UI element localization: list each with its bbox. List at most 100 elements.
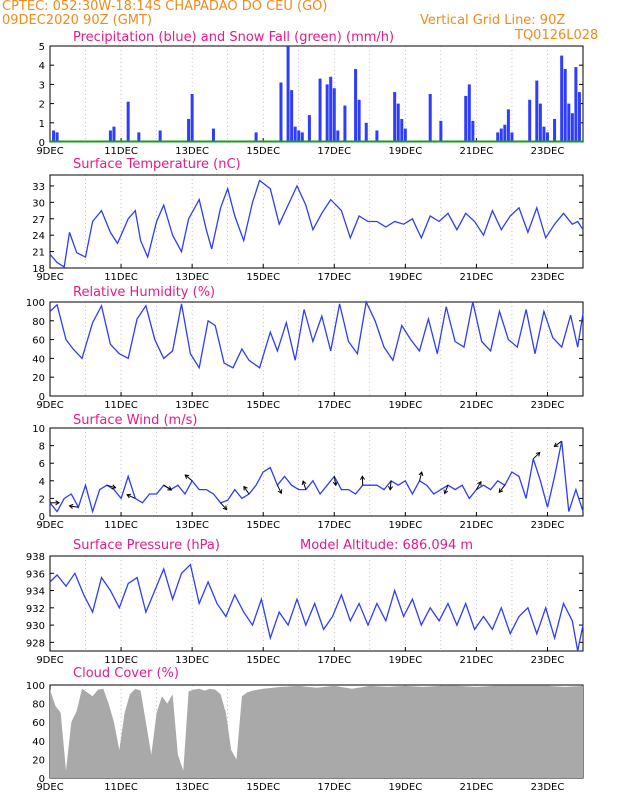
precip-bar (108, 130, 112, 142)
precip-bar (400, 118, 404, 142)
x-tick-label: 15DEC (246, 146, 280, 157)
wind-arrow-head (477, 480, 482, 486)
x-tick-label: 9DEC (36, 146, 63, 157)
x-tick-label: 15DEC (246, 272, 280, 283)
precip-bar (528, 99, 532, 142)
y-tick-label: 0 (39, 392, 45, 403)
x-tick-label: 11DEC (104, 782, 138, 793)
x-tick-label: 17DEC (317, 400, 351, 411)
x-tick-label: 23DEC (531, 520, 565, 531)
x-tick-label: 21DEC (460, 782, 494, 793)
y-tick-label: 100 (26, 681, 45, 692)
x-tick-label: 19DEC (388, 782, 422, 793)
x-tick-label: 23DEC (531, 146, 565, 157)
precip-bar (254, 132, 258, 142)
y-tick-label: 40 (32, 354, 45, 365)
precip-bar (570, 113, 574, 142)
x-tick-label: 13DEC (175, 272, 209, 283)
y-tick-label: 5 (39, 42, 45, 53)
precip-bar (560, 55, 564, 142)
panel-annotation: Model Altitude: 686.094 m (300, 538, 473, 553)
x-tick-label: 13DEC (175, 782, 209, 793)
x-tick-label: 15DEC (246, 782, 280, 793)
x-tick-label: 9DEC (36, 272, 63, 283)
precip-bar (343, 105, 347, 142)
wind-arrow (554, 440, 562, 447)
series-line (49, 179, 584, 268)
x-tick-label: 11DEC (104, 400, 138, 411)
x-tick-label: 15DEC (246, 520, 280, 531)
y-tick-label: 60 (32, 718, 45, 729)
precip-bar (545, 132, 549, 142)
wind-arrow (498, 484, 506, 493)
x-tick-label: 23DEC (531, 400, 565, 411)
y-tick-label: 40 (32, 737, 45, 748)
y-tick-label: 936 (26, 569, 45, 580)
precip-bar (318, 78, 322, 142)
precip-bar (357, 99, 361, 142)
y-tick-label: 928 (26, 638, 45, 649)
y-tick-label: 100 (26, 298, 45, 309)
y-tick-label: 1 (39, 119, 45, 130)
x-tick-label: 21DEC (460, 655, 494, 666)
x-tick-label: 21DEC (460, 400, 494, 411)
panel-title: Cloud Cover (%) (73, 666, 179, 681)
wind-arrow (389, 480, 392, 490)
y-tick-label: 4 (39, 61, 45, 72)
wind-arrow (276, 484, 282, 494)
precip-bar (464, 95, 468, 142)
y-tick-label: 80 (32, 317, 45, 328)
y-tick-label: 33 (32, 182, 45, 193)
cloud-area (50, 685, 583, 778)
wind-arrow (444, 485, 449, 494)
precip-bar (393, 92, 397, 142)
wind-arrow (126, 494, 136, 499)
x-tick-label: 13DEC (175, 520, 209, 531)
precip-bar (499, 128, 503, 142)
y-tick-label: 8 (39, 442, 45, 453)
precip-bar (300, 132, 304, 142)
series-line (49, 441, 584, 514)
precip-bar (354, 69, 358, 142)
wind-arrow-head (553, 442, 559, 448)
series-line (49, 563, 584, 652)
y-tick-label: 932 (26, 604, 45, 615)
x-tick-label: 17DEC (317, 272, 351, 283)
x-tick-label: 19DEC (388, 272, 422, 283)
precip-bar (279, 82, 283, 142)
precip-bar (290, 90, 294, 142)
panel-title: Relative Humidity (%) (73, 285, 215, 300)
x-tick-label: 13DEC (175, 400, 209, 411)
precip-bar (535, 80, 539, 142)
x-tick-label: 9DEC (36, 400, 63, 411)
y-tick-label: 3 (39, 80, 45, 91)
precip-bar (439, 120, 443, 142)
wind-arrow (532, 452, 541, 460)
x-tick-label: 9DEC (36, 520, 63, 531)
y-tick-label: 4 (39, 477, 45, 488)
x-tick-label: 11DEC (104, 272, 138, 283)
x-tick-label: 21DEC (460, 146, 494, 157)
precip-bar (307, 115, 311, 142)
y-tick-label: 24 (32, 231, 45, 242)
x-tick-label: 23DEC (531, 655, 565, 666)
y-tick-label: 60 (32, 336, 45, 347)
wind-arrow (333, 476, 337, 486)
x-tick-label: 23DEC (531, 272, 565, 283)
precip-bar (403, 128, 407, 142)
wind-arrow-head (498, 488, 504, 494)
wind-arrow-head (222, 505, 228, 511)
model-code: TQ0126L028 (515, 28, 599, 43)
y-tick-label: 20 (32, 755, 45, 766)
wind-arrow-head (332, 481, 338, 487)
y-tick-label: 20 (32, 373, 45, 384)
wind-arrow-head (55, 500, 60, 506)
y-tick-label: 27 (32, 215, 45, 226)
wind-arrow (419, 471, 423, 481)
y-tick-label: 938 (26, 552, 45, 563)
precip-bar (563, 69, 567, 142)
precip-bar (577, 92, 581, 142)
precip-bar (506, 109, 510, 142)
x-tick-label: 11DEC (104, 655, 138, 666)
x-tick-label: 17DEC (317, 782, 351, 793)
